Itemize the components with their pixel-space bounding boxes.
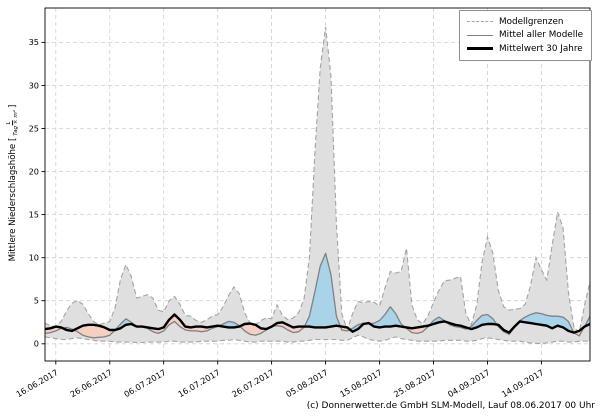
- climate-mean-line: [44, 313, 591, 334]
- above-normal-area: [45, 253, 590, 333]
- axes: 0 5 10 15 20 25 30 35 16.06.2017 26.06.2017 06.07.…: [14, 37, 545, 399]
- x-tick-label: 05.08.2017: [284, 367, 330, 399]
- model-range-band: [45, 26, 590, 344]
- legend: Modellgrenzen Mittel aller Modelle Mitte…: [459, 10, 592, 61]
- black-line-sample-icon: [467, 47, 494, 51]
- y-tick-label: 35: [29, 37, 39, 47]
- legend-item-model-mean: Mittel aller Modelle: [467, 29, 583, 43]
- x-tick-label: 26.07.2017: [230, 367, 276, 399]
- y-tick-label: 15: [29, 209, 39, 219]
- x-tick-label: 14.09.2017: [500, 367, 546, 399]
- legend-item-climate-mean: Mittelwert 30 Jahre: [467, 42, 583, 56]
- x-tick-label: 25.08.2017: [392, 367, 438, 399]
- x-tick-label: 26.06.2017: [68, 367, 114, 399]
- x-tick-label: 16.06.2017: [14, 367, 60, 399]
- y-tick-label: 10: [29, 253, 39, 263]
- copyright-caption: (c) Donnerwetter.de GmbH SLM-Modell, Lau…: [306, 401, 595, 411]
- y-axis-unit-fraction: L Tag × m²: [6, 109, 20, 136]
- y-tick-label: 0: [34, 339, 39, 349]
- plot-frame: [44, 7, 591, 362]
- legend-label: Mittelwert 30 Jahre: [499, 43, 583, 54]
- y-axis-label: Mittlere Niederschlagshöhe [L Tag × m²]: [6, 104, 20, 262]
- model-range-upper-edge: [44, 26, 591, 334]
- gray-line-sample-icon: [467, 34, 494, 36]
- x-tick-label: 06.07.2017: [122, 367, 168, 399]
- model-range-lower-edge: [44, 334, 590, 344]
- dashed-line-sample-icon: [467, 21, 494, 23]
- x-tick-label: 04.09.2017: [446, 367, 492, 399]
- y-tick-label: 5: [34, 296, 39, 306]
- x-tick-label: 16.07.2017: [176, 367, 222, 399]
- y-tick-label: 20: [29, 166, 39, 176]
- x-tick-label: 15.08.2017: [338, 367, 384, 399]
- legend-item-model-range: Modellgrenzen: [467, 15, 583, 29]
- legend-label: Mittel aller Modelle: [499, 30, 583, 41]
- below-normal-area: [45, 314, 590, 338]
- y-tick-label: 30: [29, 80, 39, 90]
- y-tick-label: 25: [29, 123, 39, 133]
- y-axis-label-text: Mittlere Niederschlagshöhe [: [8, 137, 18, 262]
- legend-label: Modellgrenzen: [499, 16, 564, 27]
